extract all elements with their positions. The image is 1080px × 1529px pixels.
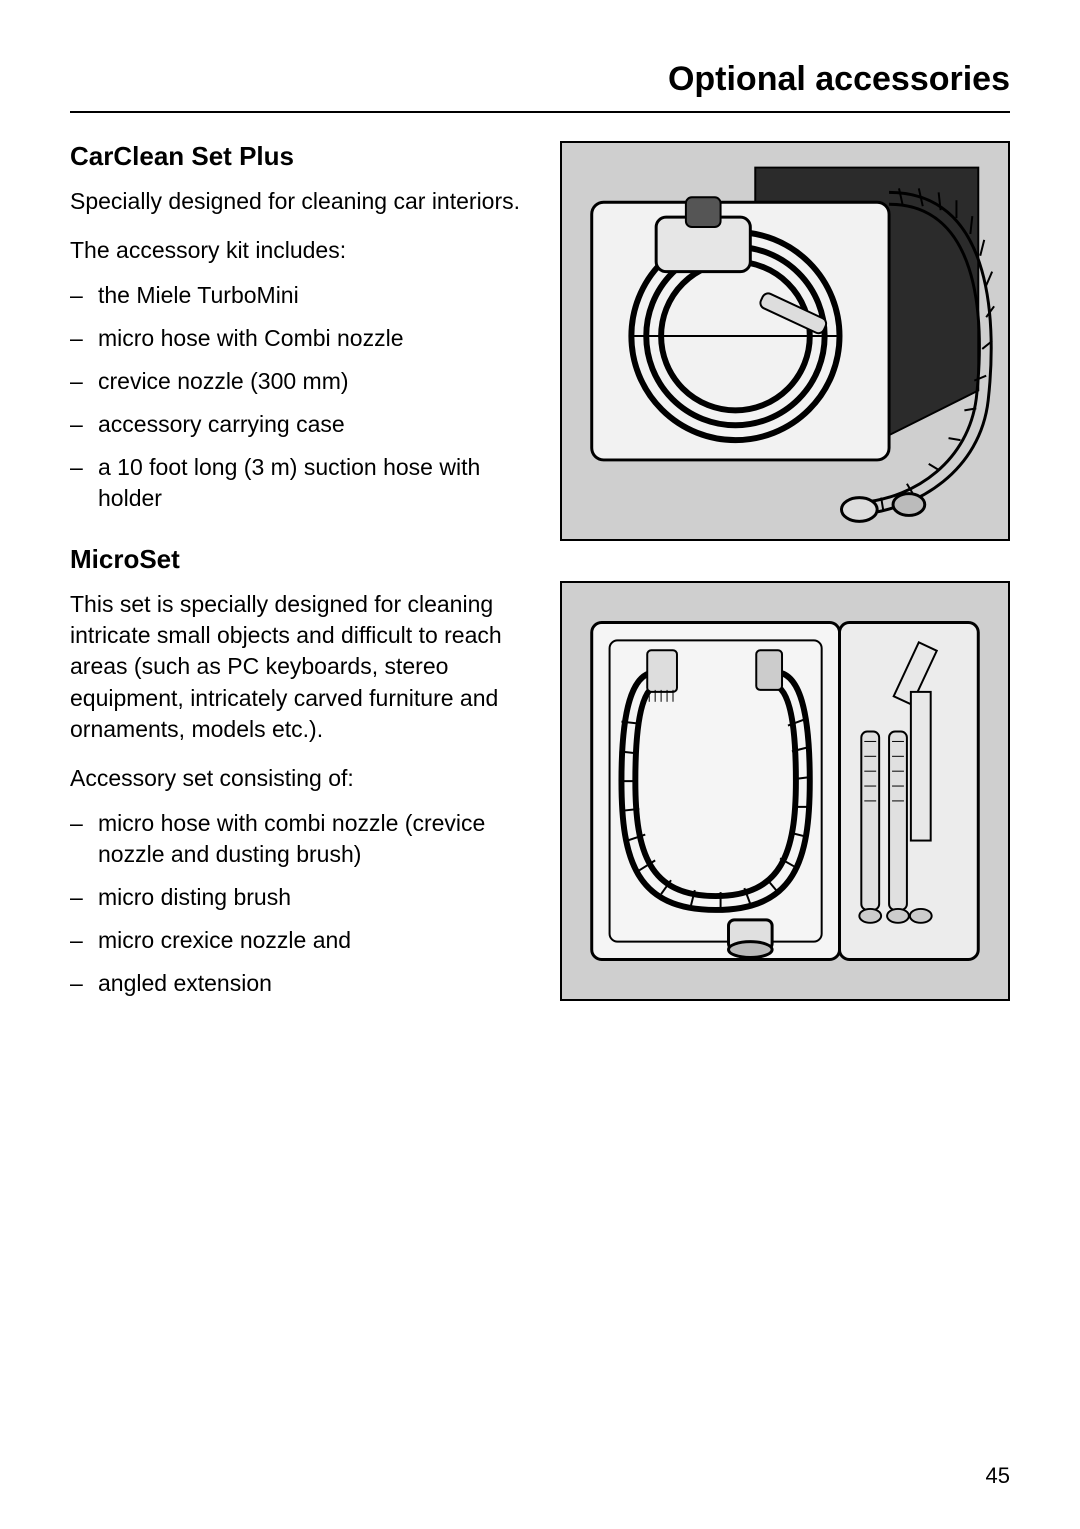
list-item: micro crexice nozzle and [70, 925, 530, 956]
section-desc-carclean: Specially designed for cleaning car inte… [70, 186, 530, 217]
section-list-microset: micro hose with combi nozzle (crevice no… [70, 808, 530, 999]
list-item: micro disting brush [70, 882, 530, 913]
carclean-illustration [560, 141, 1010, 541]
section-heading-carclean: CarClean Set Plus [70, 141, 530, 172]
list-item: a 10 foot long (3 m) suction hose with h… [70, 452, 530, 514]
list-item: micro hose with combi nozzle (crevice no… [70, 808, 530, 870]
right-column [560, 141, 1010, 1029]
list-item: crevice nozzle (300 mm) [70, 366, 530, 397]
section-listintro-microset: Accessory set consisting of: [70, 763, 530, 794]
list-item: the Miele TurboMini [70, 280, 530, 311]
section-list-carclean: the Miele TurboMini micro hose with Comb… [70, 280, 530, 514]
list-item: angled extension [70, 968, 530, 999]
section-desc-microset: This set is specially designed for clean… [70, 589, 530, 744]
microset-illustration [560, 581, 1010, 1001]
page-title: Optional accessories [70, 60, 1010, 113]
list-item: accessory carrying case [70, 409, 530, 440]
left-column: CarClean Set Plus Specially designed for… [70, 141, 530, 1029]
section-heading-microset: MicroSet [70, 544, 530, 575]
section-listintro-carclean: The accessory kit includes: [70, 235, 530, 266]
page-number: 45 [986, 1463, 1010, 1489]
list-item: micro hose with Combi nozzle [70, 323, 530, 354]
content-area: CarClean Set Plus Specially designed for… [70, 141, 1010, 1029]
